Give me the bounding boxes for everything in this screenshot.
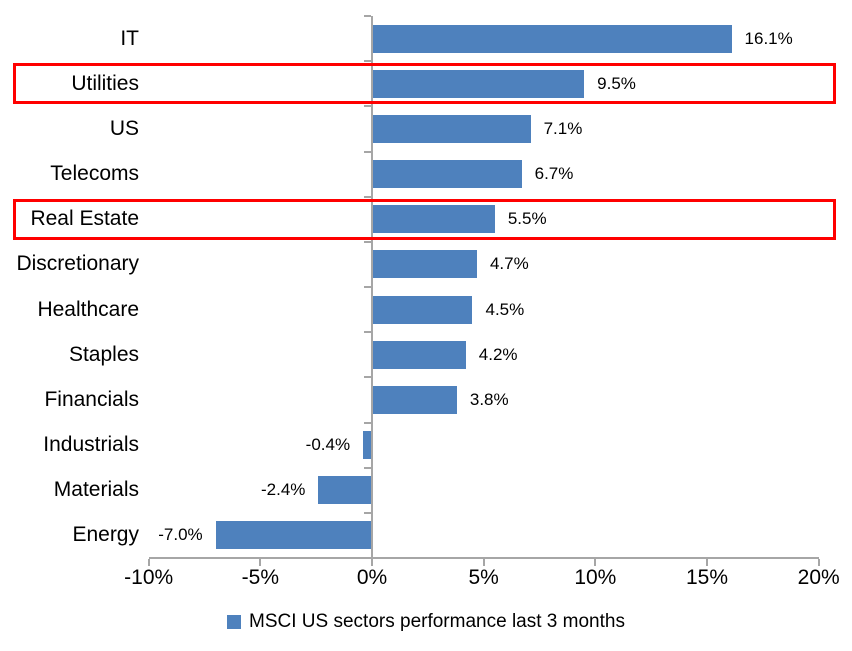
bar: [372, 205, 495, 234]
value-label: 7.1%: [543, 118, 583, 138]
legend-marker-swatch: [227, 615, 242, 629]
x-axis-tick: [371, 559, 373, 567]
value-label: 9.5%: [597, 73, 636, 93]
bar: [363, 431, 372, 460]
category-label: Energy: [72, 523, 139, 547]
category-label: Utilities: [71, 71, 139, 95]
x-tick-label: 15%: [685, 566, 728, 590]
bar: [372, 24, 732, 53]
category-label: Real Estate: [30, 207, 139, 231]
x-axis-tick: [817, 559, 820, 567]
y-axis-tick: [364, 60, 371, 63]
value-label: 5.5%: [507, 209, 547, 229]
y-axis-line: [371, 16, 373, 559]
x-tick-label: 5%: [468, 566, 499, 590]
highlight-box: [13, 198, 836, 240]
x-axis-tick: [147, 559, 150, 567]
y-axis-tick: [364, 331, 371, 334]
x-tick-label: 0%: [356, 566, 388, 590]
bar: [372, 340, 466, 369]
highlight-box: [13, 63, 836, 105]
value-label: 4.7%: [489, 254, 529, 274]
category-label: IT: [120, 26, 139, 50]
bar: [372, 114, 531, 143]
y-axis-tick: [364, 195, 371, 198]
y-axis-tick: [364, 15, 371, 17]
bar: [215, 521, 372, 550]
value-label: -0.4%: [305, 435, 351, 455]
legend-label: MSCI US sectors performance last 3 month…: [249, 611, 625, 632]
category-label: Discretionary: [16, 252, 139, 276]
category-label: Telecoms: [50, 162, 139, 186]
value-label: 4.5%: [485, 299, 525, 319]
y-axis-tick: [364, 105, 371, 108]
value-label: -2.4%: [260, 480, 306, 500]
bar: [372, 385, 457, 414]
x-tick-label: 10%: [574, 566, 617, 590]
value-label: 4.2%: [478, 344, 518, 364]
y-axis-tick: [364, 286, 371, 289]
value-label: 6.7%: [534, 164, 574, 184]
y-axis-tick: [364, 421, 371, 424]
legend: MSCI US sectors performance last 3 month…: [0, 610, 852, 634]
x-axis-tick: [482, 559, 485, 567]
y-axis-tick: [364, 466, 371, 469]
value-label: -7.0%: [158, 525, 203, 545]
value-label: 3.8%: [469, 389, 509, 409]
x-tick-label: -5%: [241, 566, 279, 590]
value-label: 16.1%: [744, 28, 793, 48]
y-axis-tick: [364, 511, 371, 514]
y-axis-tick: [364, 150, 371, 153]
bar: [372, 250, 477, 279]
category-label: Materials: [53, 478, 139, 502]
y-axis-tick: [364, 376, 371, 379]
category-label: US: [109, 116, 139, 140]
category-label: Industrials: [43, 433, 139, 457]
bar: [372, 69, 585, 98]
x-axis-line: [148, 557, 819, 560]
category-label: Healthcare: [37, 297, 139, 321]
y-axis-tick: [364, 240, 371, 243]
x-axis-tick: [259, 559, 262, 567]
bar: [318, 476, 372, 505]
category-label: Staples: [68, 342, 139, 366]
category-label: Financials: [44, 387, 139, 411]
x-tick-label: -10%: [124, 566, 174, 590]
x-axis-tick: [594, 559, 597, 567]
bar: [372, 295, 473, 324]
x-axis-tick: [705, 559, 708, 567]
bar: [372, 160, 522, 189]
x-tick-label: 20%: [797, 566, 840, 590]
